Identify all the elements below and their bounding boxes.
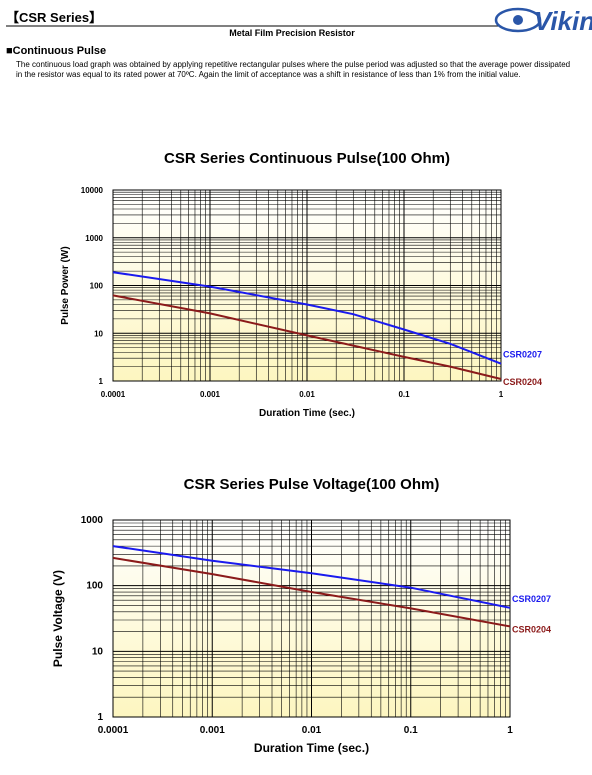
x-tick-label: 0.001	[200, 725, 225, 736]
x-tick-label: 0.0001	[101, 390, 126, 399]
series-line	[112, 294, 502, 380]
chart-title: CSR Series Pulse Voltage(100 Ohm)	[184, 476, 440, 493]
x-tick-label: 0.1	[404, 725, 418, 736]
series-line	[112, 545, 511, 609]
y-tick-label: 10	[92, 646, 104, 657]
section-text-box: The continuous load graph was obtained b…	[16, 60, 571, 79]
section-text: The continuous load graph was obtained b…	[16, 60, 571, 79]
x-tick-label: 1	[499, 390, 504, 399]
y-tick-label: 1000	[85, 234, 103, 243]
series-line	[112, 271, 502, 365]
y-tick-label: 100	[86, 581, 103, 592]
legend-label: CSR0204	[512, 624, 551, 634]
y-tick-label: 100	[90, 282, 104, 291]
logo-mark	[494, 7, 542, 33]
plot-frame	[112, 519, 511, 718]
plot-frame	[112, 189, 502, 382]
series-line	[112, 556, 511, 628]
chart-title: CSR Series Continuous Pulse(100 Ohm)	[164, 150, 450, 167]
legend-label: CSR0207	[503, 350, 542, 360]
y-axis-label: Pulse Power (W)	[60, 246, 71, 324]
legend-label: CSR0207	[512, 594, 551, 604]
y-tick-label: 10000	[81, 186, 104, 195]
y-tick-label: 1	[99, 377, 104, 386]
x-tick-label: 0.1	[398, 390, 410, 399]
x-axis-label: Duration Time (sec.)	[254, 741, 369, 755]
logo: Viking	[534, 6, 592, 36]
y-axis-label: Pulse Voltage (V)	[51, 570, 65, 667]
x-tick-label: 1	[507, 725, 513, 736]
y-tick-label: 1	[97, 712, 103, 723]
y-tick-label: 10	[94, 329, 103, 338]
y-tick-label: 1000	[81, 515, 104, 526]
legend-label: CSR0204	[503, 377, 542, 387]
x-tick-label: 0.0001	[98, 725, 129, 736]
section-title: ■Continuous Pulse	[6, 45, 106, 57]
header-subtitle: Metal Film Precision Resistor	[229, 28, 355, 38]
x-tick-label: 0.001	[200, 390, 221, 399]
x-tick-label: 0.01	[299, 390, 315, 399]
logo-mark	[513, 15, 523, 25]
x-axis-label: Duration Time (sec.)	[259, 408, 355, 419]
x-tick-label: 0.01	[302, 725, 322, 736]
series-heading: 【CSR Series】	[6, 10, 102, 25]
